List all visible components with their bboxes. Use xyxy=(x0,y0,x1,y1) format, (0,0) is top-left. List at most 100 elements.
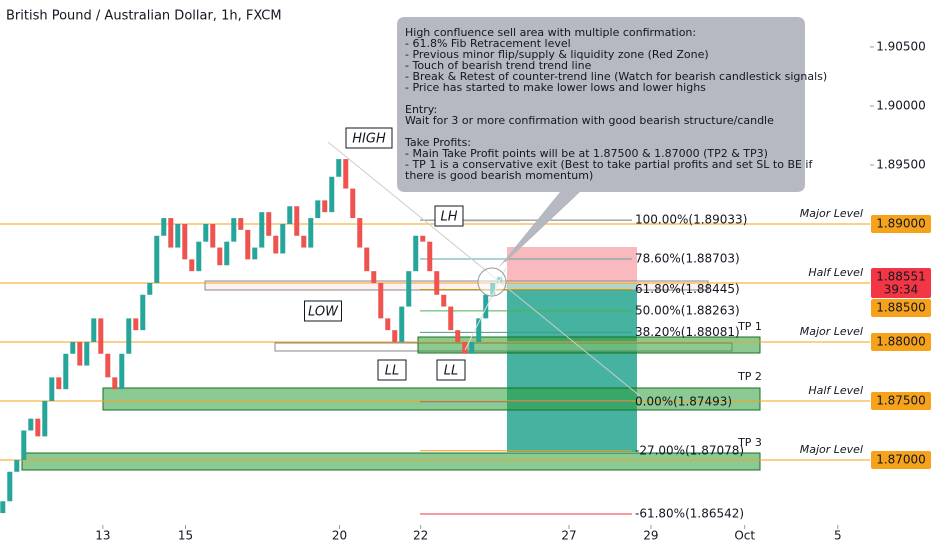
candle xyxy=(217,247,223,266)
candle xyxy=(0,501,6,514)
fib-label: 78.60%(1.88703) xyxy=(635,252,740,266)
candle xyxy=(322,200,328,213)
candle xyxy=(245,229,251,260)
candle xyxy=(154,235,160,283)
candle xyxy=(280,223,286,254)
candle xyxy=(434,271,440,295)
price-tag xyxy=(871,214,931,233)
candle xyxy=(483,294,489,319)
candle xyxy=(84,341,90,366)
chart-title: British Pound / Australian Dollar, 1h, F… xyxy=(6,9,282,24)
y-tick-label: 1.90500 xyxy=(876,39,926,53)
candle xyxy=(406,271,412,307)
price-tag xyxy=(871,298,931,317)
note-line: - Price has started to make lower lows a… xyxy=(405,81,706,94)
bearish-trendline xyxy=(327,141,641,397)
x-tick-label: 13 xyxy=(95,529,110,543)
confluence-circle xyxy=(477,267,507,297)
tp-label: TP 2 xyxy=(737,370,762,383)
candle xyxy=(63,353,69,390)
marker-label: HIGH xyxy=(352,132,386,147)
x-tick-label: 20 xyxy=(332,529,347,543)
note-line: Wait for 3 or more confirmation with goo… xyxy=(405,114,774,127)
price-tag xyxy=(871,450,931,469)
candle xyxy=(77,341,83,366)
candle xyxy=(133,318,139,331)
candle xyxy=(343,159,349,189)
fib-label: 38.20%(1.88081) xyxy=(635,325,740,339)
marker-label: LL xyxy=(385,364,400,379)
candle xyxy=(42,400,48,437)
candle xyxy=(175,223,181,248)
candle xyxy=(7,471,13,502)
note-line: there is good bearish momentum) xyxy=(405,169,593,182)
price-tag-label: 1.88500 xyxy=(876,300,926,314)
candle xyxy=(189,259,195,272)
x-tick-label: 27 xyxy=(561,529,576,543)
time-axis xyxy=(0,525,932,550)
candle xyxy=(364,247,370,272)
candle xyxy=(308,218,314,248)
y-tick-label: 1.90000 xyxy=(876,98,926,112)
candle xyxy=(70,341,76,354)
note-line: - Main Take Profit points will be at 1.8… xyxy=(405,147,768,160)
marker-box xyxy=(304,300,342,322)
candle xyxy=(238,218,244,230)
candle xyxy=(385,318,391,331)
x-tick-label: 5 xyxy=(834,529,842,543)
price-tag-timer: 39:34 xyxy=(884,282,919,296)
supply-zone xyxy=(204,280,709,291)
note: High confluence sell area with multiple … xyxy=(397,17,827,268)
fib-label: -61.80%(1.86542) xyxy=(635,507,744,521)
price-tag-label: 1.89000 xyxy=(876,216,926,230)
candle xyxy=(203,223,209,242)
candle xyxy=(182,223,188,260)
x-tick-label: Oct xyxy=(734,529,755,543)
note-box xyxy=(397,17,805,268)
candle xyxy=(329,176,335,213)
candle xyxy=(140,294,146,331)
candle xyxy=(259,212,265,248)
candle xyxy=(448,306,454,331)
candle xyxy=(196,241,202,272)
tp-label: TP 3 xyxy=(737,436,762,449)
candle xyxy=(252,247,258,260)
tp3-zone xyxy=(21,452,761,471)
candle xyxy=(224,241,230,266)
tp1-zone xyxy=(417,336,761,354)
candle xyxy=(427,241,433,272)
level-label: Half Level xyxy=(808,266,863,279)
marker-label: LL xyxy=(444,364,459,379)
candle xyxy=(21,430,27,460)
candle xyxy=(378,282,384,319)
candles xyxy=(0,159,503,514)
marker-box xyxy=(436,359,466,381)
price-tag xyxy=(871,391,931,410)
candle xyxy=(168,218,174,248)
price-tag-label: 1.87500 xyxy=(876,393,926,407)
candle xyxy=(315,200,321,219)
y-tick-label: 1.89500 xyxy=(876,157,926,171)
candle xyxy=(210,223,216,248)
candle xyxy=(119,353,125,390)
candle xyxy=(273,235,279,254)
fib-label: 61.80%(1.88445) xyxy=(635,282,740,296)
marker-box xyxy=(345,127,393,149)
candle xyxy=(98,318,104,354)
note-line: - Previous minor flip/supply & liquidity… xyxy=(405,48,709,61)
note-line: Take Profits: xyxy=(404,136,471,149)
candle xyxy=(420,235,426,242)
note-line: High confluence sell area with multiple … xyxy=(405,26,696,39)
note-line: - 61.8% Fib Retracement level xyxy=(405,37,571,50)
candle xyxy=(105,353,111,378)
fib: 100.00%(1.89033) 78.60%(1.88703) 61.80%(1.… xyxy=(420,213,747,521)
profit-zone xyxy=(507,283,637,452)
candle xyxy=(287,206,293,224)
candle xyxy=(476,318,482,342)
candle xyxy=(357,218,363,248)
candle xyxy=(49,377,55,401)
candle xyxy=(399,306,405,342)
level-label: Major Level xyxy=(800,207,863,220)
price-tag-label: 1.88551 xyxy=(876,269,926,283)
candle xyxy=(371,271,377,283)
